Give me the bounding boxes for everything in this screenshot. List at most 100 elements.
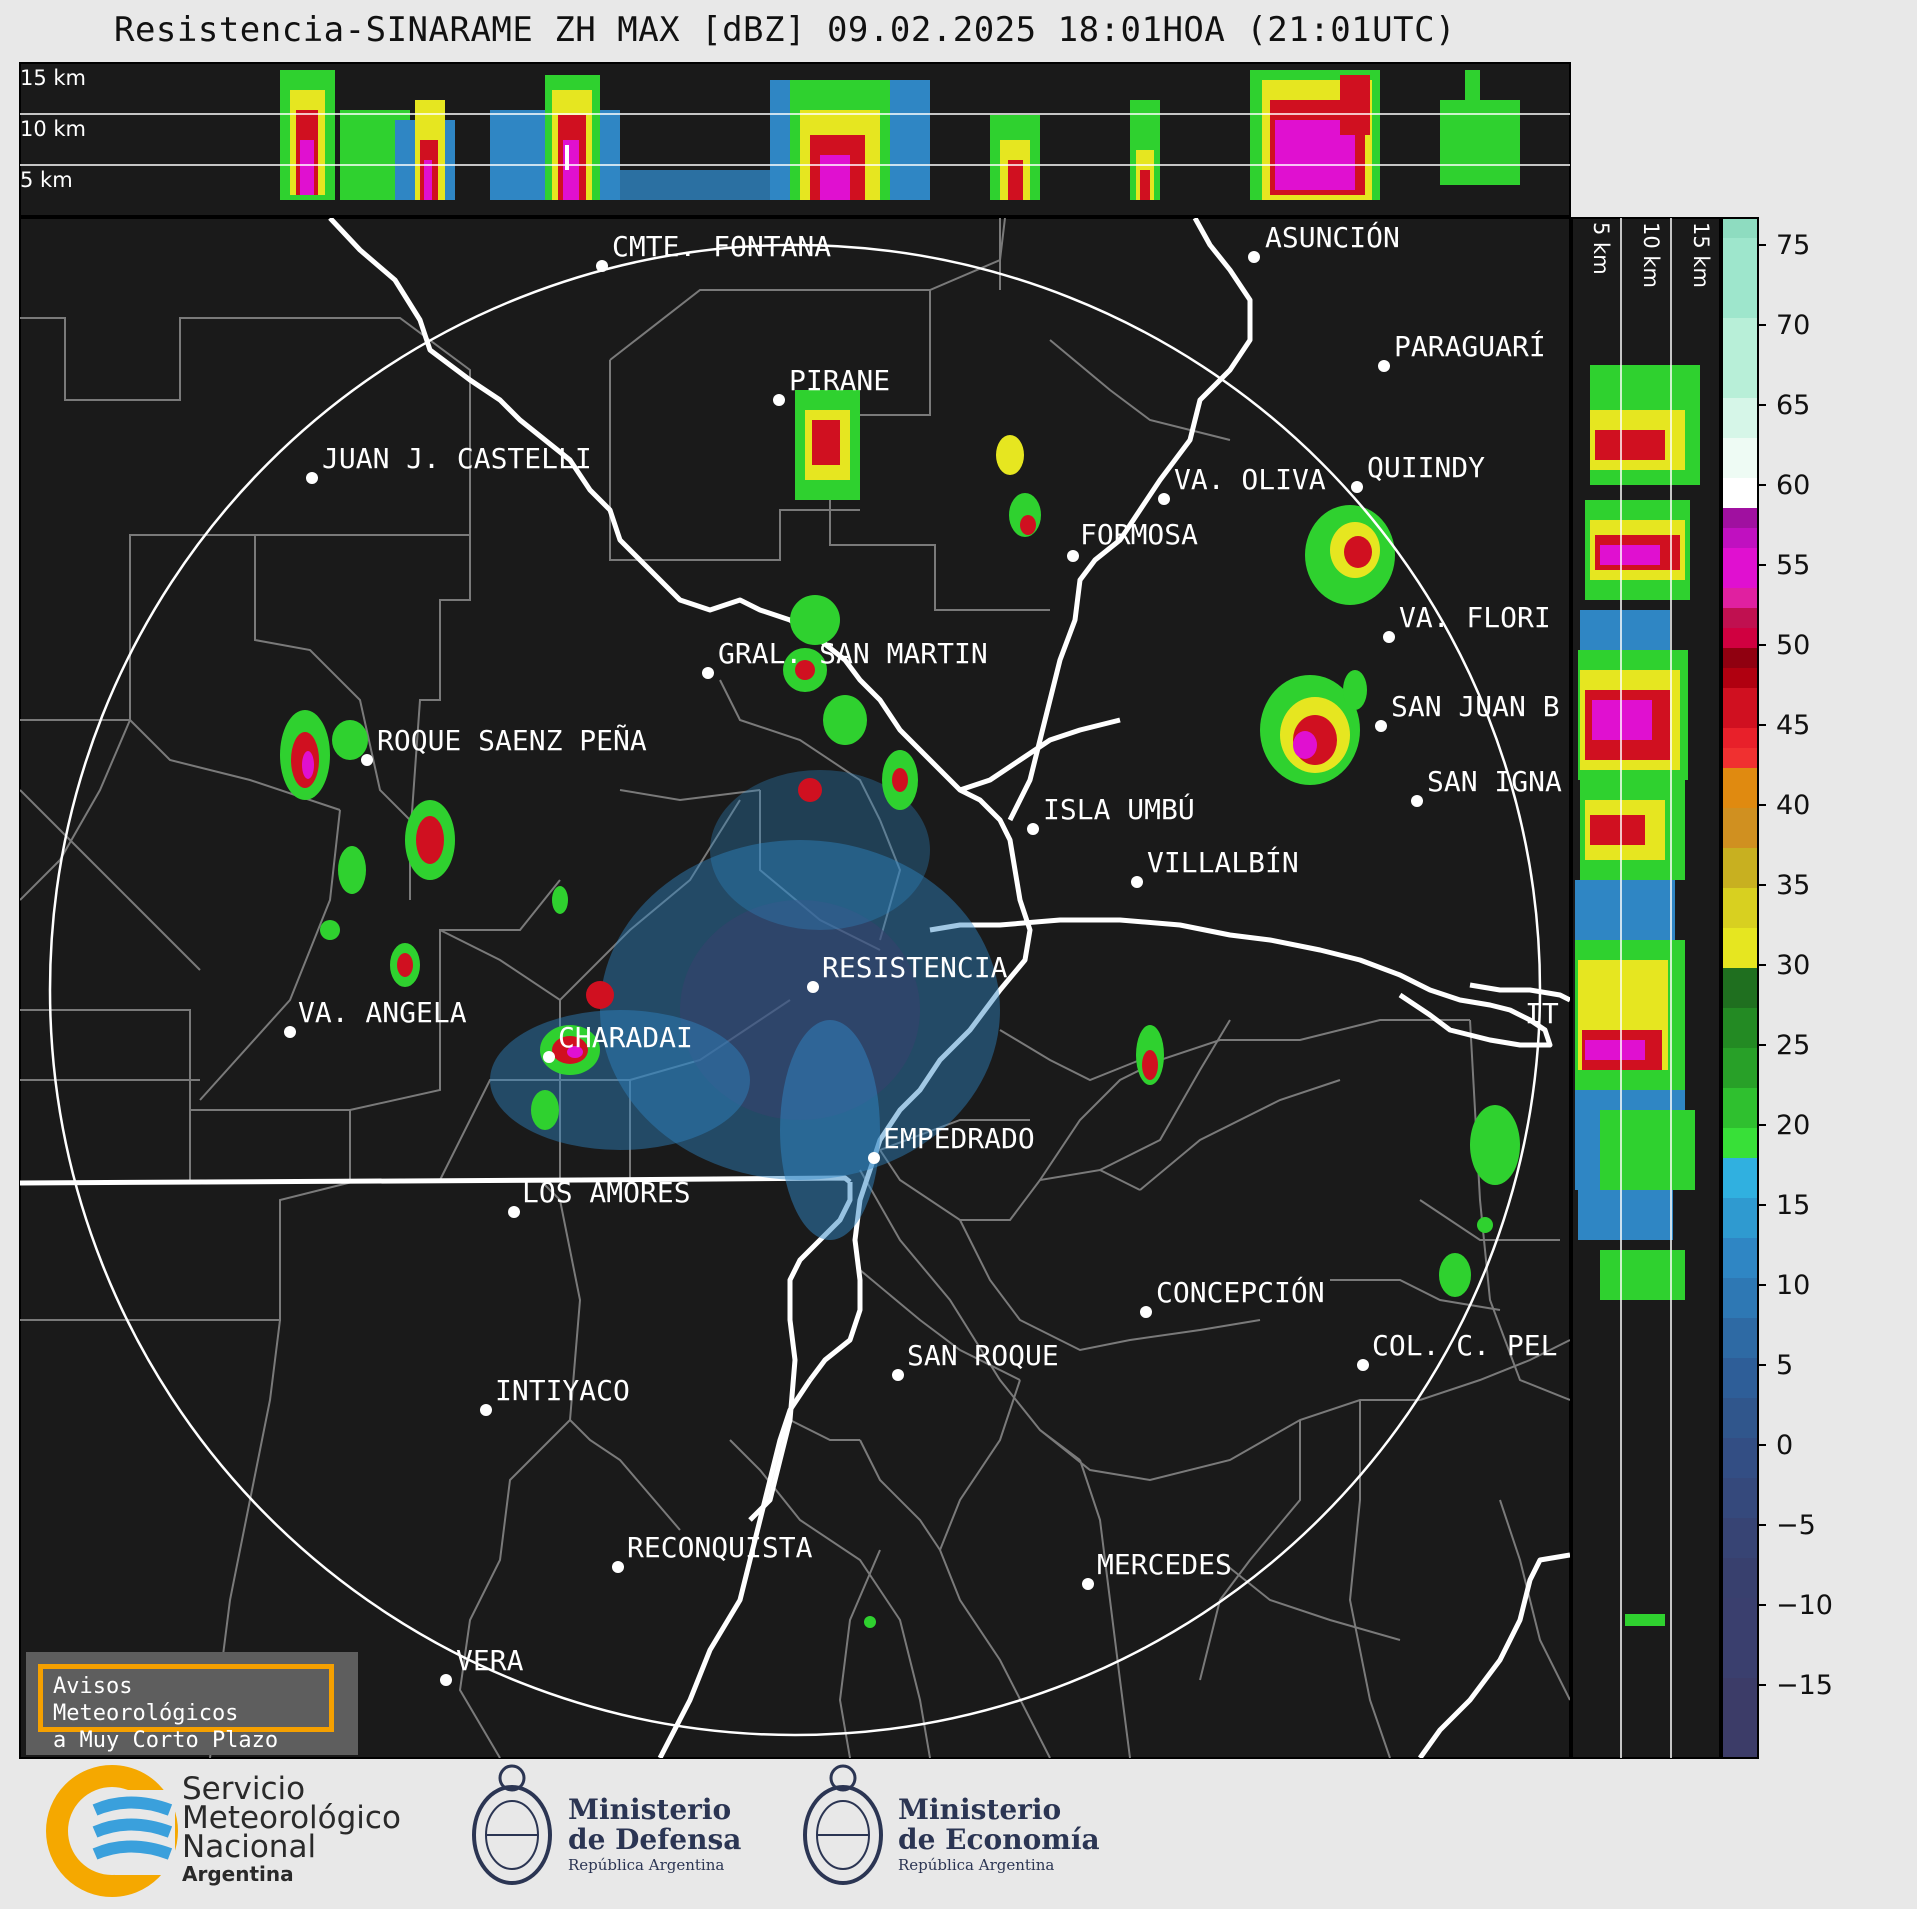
- top-echo-6: [1130, 100, 1160, 200]
- city-label-juan-castelli: JUAN J. CASTELLI: [322, 442, 592, 475]
- top-echo-7: [1250, 70, 1380, 200]
- city-dot-juan-castelli: [306, 472, 318, 484]
- city-dot-paraguari: [1378, 360, 1390, 372]
- city-dot-vera: [440, 1674, 452, 1686]
- city-dot-san-igna: [1411, 795, 1423, 807]
- smn-line-1: Servicio: [182, 1771, 306, 1807]
- city-label-pirane: PIRANE: [789, 364, 890, 397]
- city-label-villalbin: VILLALBÍN: [1147, 845, 1299, 879]
- economia-seal-icon: [803, 1764, 883, 1885]
- city-label-los-amores: LOS AMORES: [522, 1176, 691, 1209]
- storm-formosa-north: [996, 435, 1041, 537]
- city-dot-cmte-fontana: [596, 260, 608, 272]
- colorbar: [1721, 217, 1759, 1759]
- city-dot-formosa: [1067, 550, 1079, 562]
- smn-logo-text: Servicio Meteorológico Nacional Argentin…: [182, 1771, 401, 1887]
- economia-logo-text: Ministerio de Economía República Argenti…: [898, 1795, 1100, 1875]
- city-dot-va-flori: [1383, 631, 1395, 643]
- city-label-mercedes: MERCEDES: [1097, 1548, 1232, 1581]
- city-label-formosa: FORMOSA: [1080, 518, 1198, 551]
- city-label-intiyaco: INTIYACO: [495, 1374, 630, 1407]
- city-label-va-flori: VA. FLORI: [1399, 601, 1551, 634]
- city-label-va-angela: VA. ANGELA: [298, 996, 467, 1029]
- top-echo-4: [770, 80, 930, 200]
- city-dot-va-oliva: [1158, 493, 1170, 505]
- city-label-resistencia: RESISTENCIA: [822, 951, 1008, 984]
- economia-line-3: República Argentina: [898, 1856, 1055, 1874]
- colorbar-tick-0: 0: [1776, 1430, 1793, 1461]
- defensa-seal-icon: [472, 1764, 552, 1885]
- city-label-roque-saenz-pena: ROQUE SAENZ PEÑA: [377, 723, 647, 757]
- city-label-paraguari: PARAGUARÍ: [1394, 329, 1546, 363]
- colorbar-tick-70: 70: [1776, 310, 1810, 341]
- city-dot-charadai: [543, 1051, 555, 1063]
- top-profile-label-5km: 5 km: [20, 168, 73, 192]
- echo-band-north: [710, 770, 930, 930]
- top-echo-2: [340, 100, 455, 200]
- warning-box: Avisos Meteorológicos a Muy Corto Plazo: [26, 1652, 358, 1755]
- side-profile-echoes: [1575, 365, 1700, 1626]
- city-dot-quiindy: [1351, 481, 1363, 493]
- city-label-san-roque: SAN ROQUE: [907, 1339, 1059, 1372]
- rivers-borders: [20, 218, 1570, 1758]
- city-dot-concepcion: [1140, 1306, 1152, 1318]
- city-dot-isla-umbu: [1027, 823, 1039, 835]
- defensa-logo-text: Ministerio de Defensa República Argentin…: [568, 1795, 741, 1875]
- colorbar-tick-55: 55: [1776, 550, 1810, 581]
- side-profile-label-5km: 5 km: [1589, 222, 1613, 275]
- city-dot-empedrado: [868, 1152, 880, 1164]
- top-profile-label-10km: 10 km: [20, 117, 86, 141]
- colorbar-tick-5: 5: [1776, 1350, 1793, 1381]
- city-dot-villalbin: [1131, 876, 1143, 888]
- city-label-gral-san-martin: GRAL. SAN MARTIN: [718, 637, 988, 670]
- city-label-col-c-pel: COL. C. PEL: [1372, 1329, 1557, 1362]
- warning-line-2: a Muy Corto Plazo: [53, 1728, 279, 1753]
- city-label-concepcion: CONCEPCIÓN: [1156, 1275, 1325, 1309]
- defensa-line-2: de Defensa: [568, 1823, 742, 1856]
- top-profile-echoes: [280, 70, 1520, 200]
- city-dot-pirane: [773, 394, 785, 406]
- city-dot-los-amores: [508, 1206, 520, 1218]
- economia-line-2: de Economía: [898, 1823, 1100, 1856]
- colorbar-tick-minus-10: −10: [1776, 1590, 1833, 1621]
- colorbar-ticks: [1758, 244, 1766, 1686]
- warning-box-frame: Avisos Meteorológicos a Muy Corto Plazo: [38, 1664, 334, 1753]
- economia-line-1: Ministerio: [898, 1793, 1062, 1826]
- colorbar-tick-minus-5: −5: [1776, 1510, 1816, 1541]
- colorbar-tick-40: 40: [1776, 790, 1810, 821]
- page-title: Resistencia-SINARAME ZH MAX [dBZ] 09.02.…: [113, 10, 1457, 50]
- colorbar-tick-45: 45: [1776, 710, 1810, 741]
- city-label-vera: VERA: [456, 1644, 524, 1677]
- city-dot-reconquista: [612, 1561, 624, 1573]
- colorbar-tick-labels: 75 70 65 60 55 50 45 40 35 30 25 20 15 1…: [1776, 230, 1833, 1701]
- colorbar-tick-10: 10: [1776, 1270, 1810, 1301]
- top-echo-1: [280, 70, 335, 200]
- colorbar-tick-15: 15: [1776, 1190, 1810, 1221]
- colorbar-tick-25: 25: [1776, 1030, 1810, 1061]
- top-echo-5: [990, 115, 1040, 200]
- storm-san-juan: [1260, 505, 1395, 785]
- storm-pirane: [795, 390, 860, 500]
- city-dot-roque-saenz-pena: [361, 754, 373, 766]
- city-label-it: IT: [1525, 997, 1559, 1030]
- smn-line-4: Argentina: [182, 1862, 294, 1886]
- storm-east: [864, 1025, 1520, 1628]
- defensa-line-1: Ministerio: [568, 1793, 732, 1826]
- storm-san-martin: [783, 595, 918, 810]
- colorbar-tick-60: 60: [1776, 470, 1810, 501]
- range-ring: [48, 243, 1542, 1737]
- map-echoes: [280, 390, 1520, 1628]
- side-profile-label-10km: 10 km: [1639, 222, 1663, 288]
- storm-charadai: [531, 886, 614, 1130]
- city-label-asuncion: ASUNCIÓN: [1265, 220, 1400, 254]
- city-markers: CMTE. FONTANA ASUNCIÓN PARAGUARÍ PIRANE …: [284, 220, 1562, 1686]
- city-label-cmte-fontana: CMTE. FONTANA: [612, 230, 831, 263]
- city-dot-asuncion: [1248, 251, 1260, 263]
- city-dot-mercedes: [1082, 1578, 1094, 1590]
- city-label-reconquista: RECONQUISTA: [627, 1531, 813, 1564]
- colorbar-tick-20: 20: [1776, 1110, 1810, 1141]
- city-dot-resistencia: [807, 981, 819, 993]
- city-dot-col-c-pel: [1357, 1359, 1369, 1371]
- smn-line-2: Meteorológico: [182, 1800, 401, 1836]
